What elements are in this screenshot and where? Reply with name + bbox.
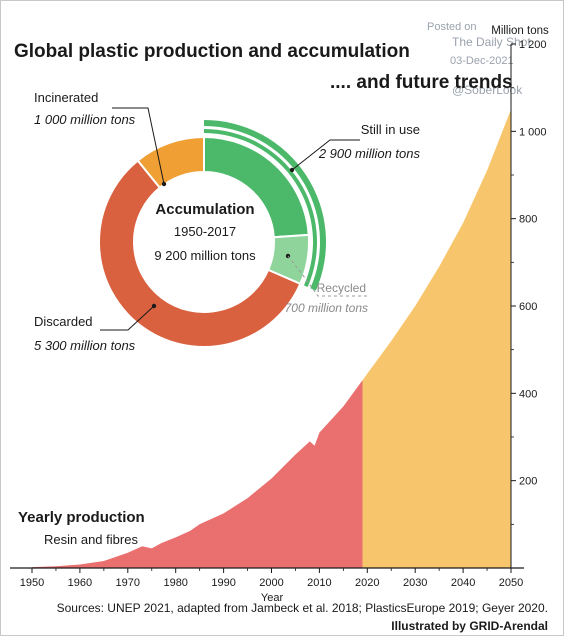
- recycled-divider: [273, 234, 309, 238]
- watermark-line-3: 03-Dec-2021: [450, 55, 514, 67]
- y-axis-title: Million tons: [491, 25, 549, 37]
- label-discarded: Discarded: [34, 314, 93, 329]
- donut-slice-incinerated: [136, 135, 205, 190]
- donut-center-title: Accumulation: [155, 201, 254, 218]
- watermark-line-4: @SoberLook: [452, 83, 523, 97]
- y-tick-label: 1 000: [519, 126, 547, 138]
- x-tick-label: 1960: [68, 577, 92, 589]
- x-tick-label: 2010: [307, 577, 331, 589]
- still-in-use-band-2: [204, 120, 326, 291]
- x-tick-label: 2030: [403, 577, 427, 589]
- label-still-in-use-value: 2 900 million tons: [318, 146, 421, 161]
- production-subtitle: Resin and fibres: [44, 532, 138, 547]
- leader-line-recycled: [287, 255, 368, 297]
- x-tick-label: 1980: [163, 577, 187, 589]
- accumulation-donut: [98, 120, 326, 348]
- leader-line-discarded: [100, 305, 155, 331]
- label-incinerated-value: 1 000 million tons: [34, 112, 136, 127]
- watermark-line-2: The Daily Shot: [452, 35, 531, 49]
- donut-slice-still-in-use: [203, 135, 310, 239]
- y-tick-label: 600: [519, 301, 537, 313]
- x-tick-label: 2040: [451, 577, 475, 589]
- label-incinerated: Incinerated: [34, 90, 98, 105]
- x-axis: 1950 1960 1970 1980 1990 2000 2010 2020 2030 2040…: [10, 567, 524, 589]
- area-series-2: [362, 109, 511, 568]
- sources-line-1: Sources: UNEP 2021, adapted from Jambeck…: [57, 601, 548, 615]
- label-still-in-use: Still in use: [361, 122, 420, 137]
- y-tick-label: 800: [519, 214, 537, 226]
- x-tick-label: 1950: [20, 577, 44, 589]
- donut-center-years: 1950-2017: [174, 224, 236, 239]
- area-series-1: [32, 380, 363, 568]
- x-axis-title: Year: [261, 592, 284, 604]
- label-discarded-value: 5 300 million tons: [34, 338, 136, 353]
- y-tick-label: 200: [519, 476, 537, 488]
- still-in-use-band-1: [204, 129, 317, 288]
- y-tick-label: 400: [519, 388, 537, 400]
- production-area-layer: [32, 109, 511, 568]
- label-recycled-value: 700 million tons: [285, 301, 368, 315]
- donut-slice-discarded: [98, 159, 302, 348]
- x-tick-label: 2050: [499, 577, 523, 589]
- x-tick-label: 2020: [355, 577, 379, 589]
- x-tick-label: 2000: [259, 577, 283, 589]
- leader-line-incinerated: [112, 107, 165, 185]
- y-tick-label: 1 200: [519, 39, 547, 51]
- leader-line-still-in-use: [291, 139, 360, 171]
- watermark-line-1: Posted on: [427, 21, 477, 33]
- y-axis: 200 400 600 800 1 000 1 200: [510, 39, 547, 568]
- donut-center-total: 9 200 million tons: [154, 248, 256, 263]
- sources-line-2: Illustrated by GRID-Arendal: [391, 619, 548, 633]
- x-tick-label: 1990: [211, 577, 235, 589]
- production-title: Yearly production: [18, 509, 145, 526]
- chart-subtitle: .... and future trends: [330, 72, 513, 93]
- label-recycled: Recycled: [317, 281, 366, 295]
- x-tick-label: 1970: [116, 577, 140, 589]
- chart-title: Global plastic production and accumulati…: [14, 41, 410, 62]
